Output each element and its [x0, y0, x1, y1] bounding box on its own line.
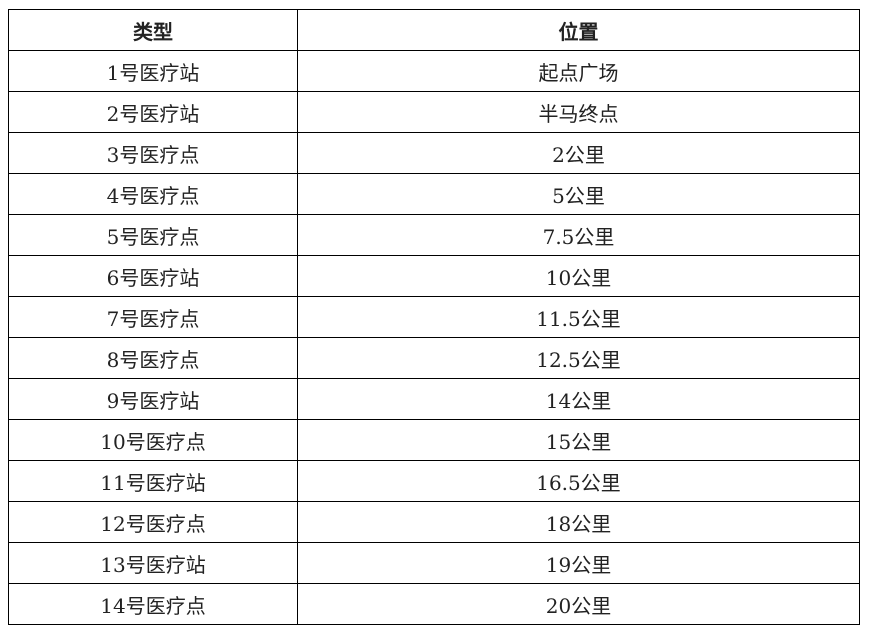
cell-type: 9号医疗站	[8, 378, 298, 420]
table-row: 7号医疗点 11.5公里	[8, 296, 860, 338]
cell-location: 15公里	[297, 419, 860, 461]
table-row: 9号医疗站 14公里	[8, 378, 860, 420]
cell-location: 5公里	[297, 173, 860, 215]
table-row: 11号医疗站 16.5公里	[8, 460, 860, 502]
cell-type: 8号医疗点	[8, 337, 298, 379]
cell-location: 14公里	[297, 378, 860, 420]
cell-location: 起点广场	[297, 50, 860, 92]
cell-location: 7.5公里	[297, 214, 860, 256]
cell-type: 2号医疗站	[8, 91, 298, 133]
table-row: 6号医疗站 10公里	[8, 255, 860, 297]
cell-location: 18公里	[297, 501, 860, 543]
table-row: 3号医疗点 2公里	[8, 132, 860, 174]
table-header-row: 类型 位置	[8, 9, 860, 51]
cell-location: 20公里	[297, 583, 860, 625]
cell-type: 10号医疗点	[8, 419, 298, 461]
table-row: 13号医疗站 19公里	[8, 542, 860, 584]
header-type: 类型	[8, 9, 298, 51]
cell-type: 6号医疗站	[8, 255, 298, 297]
cell-type: 7号医疗点	[8, 296, 298, 338]
table-row: 4号医疗点 5公里	[8, 173, 860, 215]
cell-type: 14号医疗点	[8, 583, 298, 625]
cell-type: 13号医疗站	[8, 542, 298, 584]
cell-type: 4号医疗点	[8, 173, 298, 215]
table-row: 10号医疗点 15公里	[8, 419, 860, 461]
table-row: 12号医疗点 18公里	[8, 501, 860, 543]
cell-location: 19公里	[297, 542, 860, 584]
table-row: 5号医疗点 7.5公里	[8, 214, 860, 256]
cell-location: 2公里	[297, 132, 860, 174]
table-row: 8号医疗点 12.5公里	[8, 337, 860, 379]
cell-type: 5号医疗点	[8, 214, 298, 256]
cell-type: 11号医疗站	[8, 460, 298, 502]
cell-location: 11.5公里	[297, 296, 860, 338]
cell-location: 16.5公里	[297, 460, 860, 502]
table-row: 2号医疗站 半马终点	[8, 91, 860, 133]
cell-location: 10公里	[297, 255, 860, 297]
cell-type: 1号医疗站	[8, 50, 298, 92]
medical-stations-table: 类型 位置 1号医疗站 起点广场 2号医疗站 半马终点 3号医疗点 2公里 4号医疗点 5公里…	[8, 9, 860, 625]
cell-type: 3号医疗点	[8, 132, 298, 174]
header-location: 位置	[297, 9, 860, 51]
table-row: 1号医疗站 起点广场	[8, 50, 860, 92]
cell-location: 12.5公里	[297, 337, 860, 379]
cell-type: 12号医疗点	[8, 501, 298, 543]
cell-location: 半马终点	[297, 91, 860, 133]
table-row: 14号医疗点 20公里	[8, 583, 860, 625]
